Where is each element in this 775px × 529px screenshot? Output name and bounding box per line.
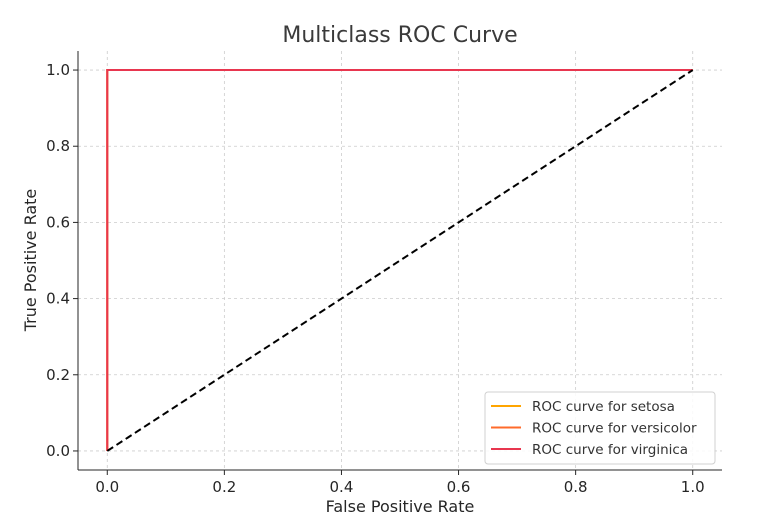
legend: ROC curve for setosa ROC curve for versic…	[484, 391, 716, 465]
y-tick-label: 0.4	[46, 290, 70, 308]
reference-diagonal-line	[106, 69, 694, 452]
y-tick-label: 1.0	[46, 61, 70, 79]
y-tick-label: 0.0	[46, 442, 70, 460]
axes-layer	[77, 51, 722, 471]
legend-entry-label: ROC curve for setosa	[532, 399, 675, 415]
legend-entry-label: ROC curve for virginica	[532, 442, 688, 458]
y-tick-label: 0.6	[46, 213, 70, 231]
legend-box	[484, 391, 716, 465]
y-tick-label: 0.8	[46, 137, 70, 155]
legend-entry-label: ROC curve for versicolor	[532, 421, 697, 437]
y-tick-label: 0.2	[46, 366, 70, 384]
x-tick-label: 0.8	[564, 478, 588, 496]
x-tick-label: 0.4	[330, 478, 354, 496]
y-axis-label: True Positive Rate	[21, 189, 40, 333]
chart-title: Multiclass ROC Curve	[282, 23, 517, 48]
x-tick-label: 1.0	[681, 478, 705, 496]
x-axis-label: False Positive Rate	[326, 497, 475, 516]
x-tick-label: 0.6	[447, 478, 471, 496]
x-tick-label: 0.2	[212, 478, 236, 496]
x-tick-label: 0.0	[95, 478, 119, 496]
ticks-layer: 0.0 0.2 0.4 0.6 0.8 1.0 0.0 0.2 0.4 0.6 0.8 1.0	[46, 61, 705, 496]
series-layer	[106, 69, 694, 452]
roc-series-line	[106, 69, 693, 451]
